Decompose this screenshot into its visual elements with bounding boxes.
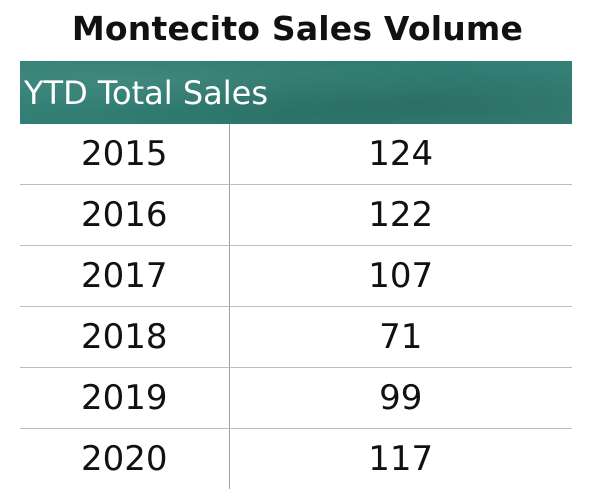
year-cell: 2019	[20, 367, 230, 429]
sales-volume-table: YTD Total Sales 2015 124 2016 122 2017 1…	[20, 61, 573, 489]
table-row: 2018 71	[20, 306, 573, 368]
year-cell: 2016	[20, 184, 230, 246]
table-row: 2019 99	[20, 367, 573, 429]
year-cell: 2020	[20, 428, 230, 489]
ytd-total-sales-cell: 71	[229, 306, 573, 368]
ytd-total-sales-cell: 107	[229, 245, 573, 307]
table-row: 2017 107	[20, 245, 573, 307]
ytd-total-sales-cell: 122	[229, 184, 573, 246]
ytd-total-sales-cell: 99	[229, 367, 573, 429]
table-row: 2015 124	[20, 124, 573, 185]
table-header-row: YTD Total Sales	[20, 61, 573, 124]
table-title: Montecito Sales Volume	[71, 9, 524, 48]
table-row: 2016 122	[20, 184, 573, 246]
ytd-total-sales-cell: 117	[368, 439, 434, 479]
year-cell: 2017	[20, 245, 230, 307]
year-cell: 2015	[20, 124, 230, 185]
table-row: 2020 117	[20, 428, 572, 489]
column-header-ytd-total-sales: YTD Total Sales	[20, 61, 573, 124]
year-cell: 2018	[20, 306, 230, 368]
ytd-total-sales-cell: 124	[229, 124, 573, 185]
